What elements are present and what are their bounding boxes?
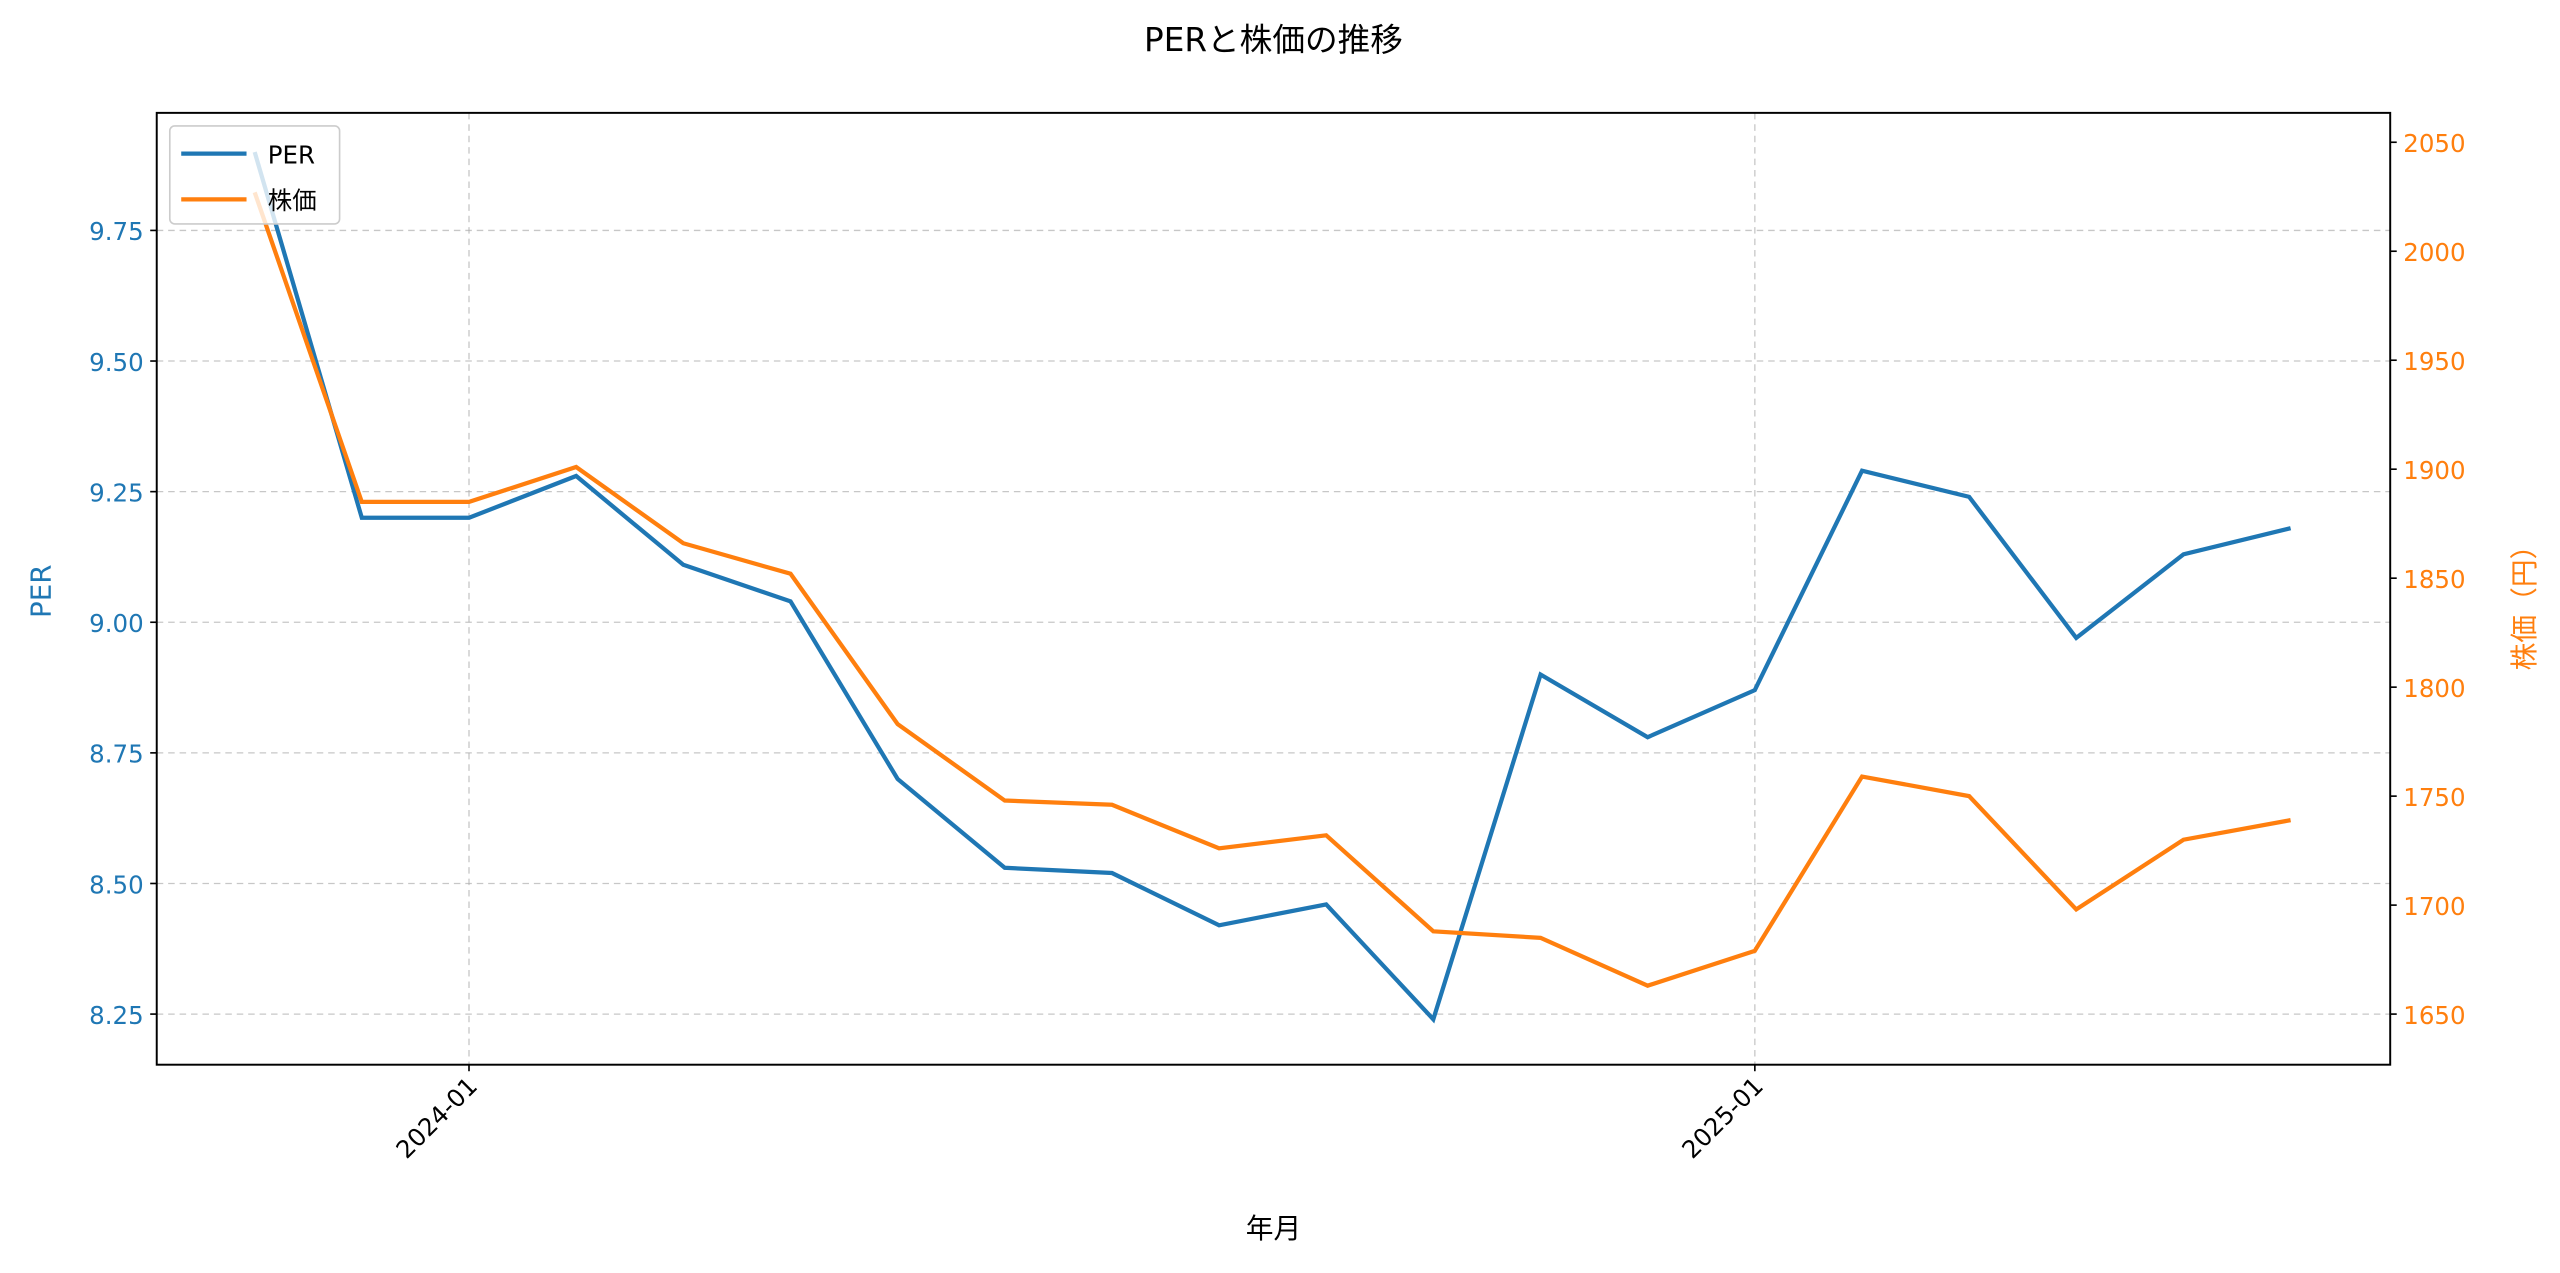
right-tick-label: 1750 <box>2403 783 2465 812</box>
left-tick-label: 8.50 <box>89 870 143 899</box>
x-tick-label: 2024-01 <box>390 1071 483 1164</box>
legend: PER 株価 <box>168 125 341 225</box>
right-tick-label: 1700 <box>2403 892 2465 921</box>
left-tick-label: 9.25 <box>89 478 143 507</box>
left-tick-label: 9.00 <box>89 609 143 638</box>
series-line-per <box>252 151 2292 1024</box>
left-tick-label: 8.25 <box>89 1001 143 1030</box>
right-tick-label: 1650 <box>2403 1001 2465 1030</box>
legend-label: PER <box>268 140 315 169</box>
right-tick-label: 1900 <box>2403 456 2465 485</box>
right-tick-label: 1800 <box>2403 674 2465 703</box>
right-tick-label: 2050 <box>2403 129 2465 158</box>
right-y-axis-label: 株価（円） <box>2508 532 2541 671</box>
left-tick-label: 9.75 <box>89 217 143 246</box>
plot-frame <box>155 111 2392 1066</box>
series-line-price <box>252 191 2291 988</box>
right-y-axis: 1650 1700 1750 1800 1850 1900 1950 2000 2050 <box>2390 129 2466 1030</box>
right-tick-label: 2000 <box>2403 238 2465 267</box>
left-tick-label: 8.75 <box>89 740 143 769</box>
x-axis-label: 年月 <box>1246 1212 1302 1245</box>
right-tick-label: 1950 <box>2403 347 2465 376</box>
x-axis: 2024-01 2025-01 <box>390 1064 1769 1164</box>
left-y-axis-label: PER <box>25 564 58 618</box>
legend-label: 株価 <box>268 186 317 215</box>
grid <box>156 112 2391 1065</box>
right-tick-label: 1850 <box>2403 565 2465 594</box>
series-lines <box>252 151 2292 1024</box>
left-tick-label: 9.50 <box>89 348 143 377</box>
left-y-axis: 8.25 8.50 8.75 9.00 9.25 9.50 9.75 <box>89 217 157 1030</box>
x-tick-label: 2025-01 <box>1676 1071 1769 1164</box>
chart-title: PERと株価の推移 <box>1144 21 1403 59</box>
